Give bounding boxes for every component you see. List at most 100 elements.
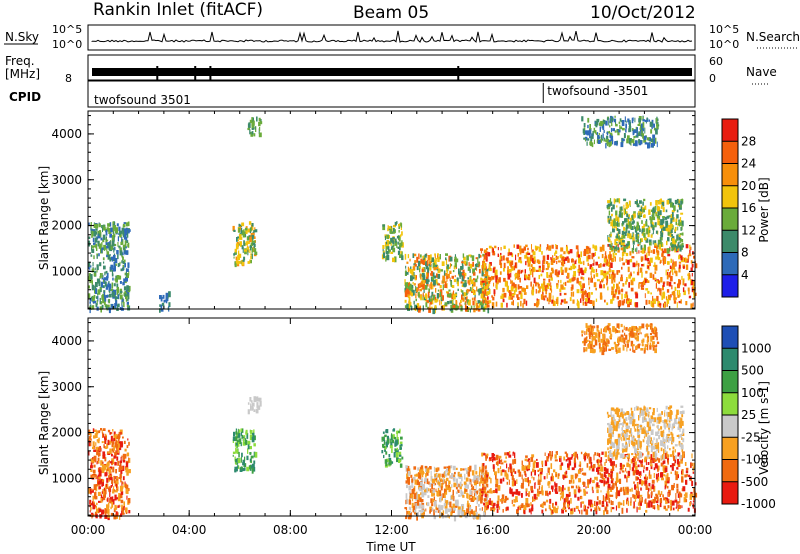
data-cell-0-6 [640, 284, 643, 290]
data-cell-1-1 [253, 443, 256, 447]
data-cell-0-0 [96, 247, 98, 251]
data-cell-1-0 [105, 469, 108, 472]
data-cell-0-7 [640, 205, 642, 208]
data-cell-1-0 [89, 432, 92, 437]
data-cell-0-8 [610, 116, 612, 122]
data-cell-1-0 [125, 467, 129, 473]
data-cell-1-6 [645, 431, 648, 437]
data-cell-1-4 [433, 496, 435, 500]
data-cell-1-4 [407, 510, 410, 515]
data-cell-0-0 [104, 299, 106, 305]
data-cell-1-4 [416, 492, 418, 495]
data-cell-1-6 [615, 448, 619, 454]
data-cell-1-5 [600, 466, 604, 472]
colorbar-segment-0-2 [722, 230, 738, 253]
data-cell-1-5 [676, 501, 680, 504]
data-cell-1-5 [675, 474, 678, 481]
data-cell-0-0 [109, 293, 112, 298]
data-cell-0-0 [112, 277, 114, 281]
data-cell-0-6 [530, 254, 533, 260]
data-cell-1-4 [474, 490, 476, 495]
data-cell-1-5 [606, 477, 610, 483]
data-cell-0-6 [684, 257, 687, 263]
data-cell-0-4 [390, 242, 392, 246]
data-cell-0-6 [550, 277, 553, 281]
data-cell-1-1 [241, 467, 245, 472]
data-cell-1-5 [666, 485, 669, 489]
data-cell-0-6 [540, 273, 543, 277]
data-cell-0-6 [658, 303, 662, 306]
data-cell-0-7 [612, 225, 614, 230]
data-cell-0-7 [616, 233, 619, 239]
data-cell-1-5 [596, 502, 598, 506]
data-cell-1-5 [657, 472, 660, 477]
data-cell-1-5 [605, 481, 607, 484]
data-cell-0-6 [488, 245, 492, 249]
data-cell-0-6 [682, 287, 685, 292]
data-cell-0-7 [641, 229, 643, 234]
data-cell-1-5 [495, 461, 499, 465]
data-cell-1-5 [608, 497, 611, 504]
data-cell-0-0 [101, 304, 104, 310]
data-cell-0-0 [109, 245, 111, 248]
data-cell-0-4 [393, 224, 396, 228]
data-cell-0-0 [114, 289, 117, 296]
data-cell-0-6 [627, 298, 630, 301]
data-cell-0-6 [488, 289, 491, 295]
data-cell-1-4 [478, 471, 480, 477]
data-cell-1-4 [431, 507, 434, 512]
data-cell-1-6 [659, 416, 662, 423]
data-cell-1-5 [556, 451, 558, 455]
data-cell-0-5 [426, 283, 429, 287]
data-cell-1-5 [485, 455, 487, 461]
data-cell-0-8 [632, 117, 634, 121]
data-cell-1-5 [639, 475, 641, 479]
data-cell-1-4 [477, 475, 480, 481]
data-cell-0-8 [644, 119, 648, 123]
data-cell-1-6 [643, 426, 645, 430]
data-cell-0-5 [462, 297, 465, 302]
data-cell-0-5 [424, 279, 427, 283]
data-cell-0-6 [693, 255, 695, 259]
data-cell-0-4 [394, 240, 397, 246]
data-cell-0-5 [477, 309, 481, 312]
data-cell-1-1 [234, 466, 237, 472]
data-cell-1-4 [448, 480, 451, 485]
data-cell-0-6 [678, 267, 681, 273]
data-cell-0-6 [521, 269, 524, 273]
data-cell-1-5 [560, 487, 562, 492]
data-cell-1-5 [638, 507, 641, 510]
data-cell-1-0 [103, 433, 105, 438]
data-cell-1-5 [504, 472, 508, 477]
data-cell-1-4 [460, 486, 462, 490]
data-cell-1-6 [625, 436, 627, 442]
data-cell-1-6 [631, 410, 634, 416]
data-cell-0-0 [118, 226, 121, 231]
data-cell-1-5 [568, 457, 571, 464]
data-cell-0-5 [434, 305, 437, 309]
data-cell-0-5 [483, 266, 486, 271]
data-cell-0-4 [390, 247, 393, 250]
data-cell-0-0 [117, 303, 120, 308]
data-cell-1-5 [614, 481, 617, 486]
data-cell-1-1 [245, 432, 248, 436]
data-cell-1-4 [410, 474, 413, 478]
data-cell-0-7 [636, 247, 638, 252]
data-cell-0-0 [88, 266, 90, 270]
data-cell-0-5 [427, 272, 429, 277]
data-cell-0-4 [401, 240, 403, 246]
data-cell-0-6 [592, 244, 595, 249]
data-cell-1-1 [246, 433, 249, 439]
data-cell-1-0 [114, 461, 117, 466]
data-cell-1-4 [473, 475, 476, 480]
data-cell-0-8 [648, 137, 651, 142]
data-cell-1-6 [644, 418, 648, 422]
data-cell-0-7 [680, 227, 683, 231]
data-cell-0-8 [600, 120, 603, 127]
data-cell-1-5 [645, 484, 648, 488]
data-cell-0-0 [107, 282, 109, 288]
data-cell-1-3 [389, 444, 393, 449]
data-cell-0-6 [599, 292, 603, 298]
data-cell-1-5 [553, 469, 556, 473]
data-cell-1-1 [237, 442, 240, 447]
